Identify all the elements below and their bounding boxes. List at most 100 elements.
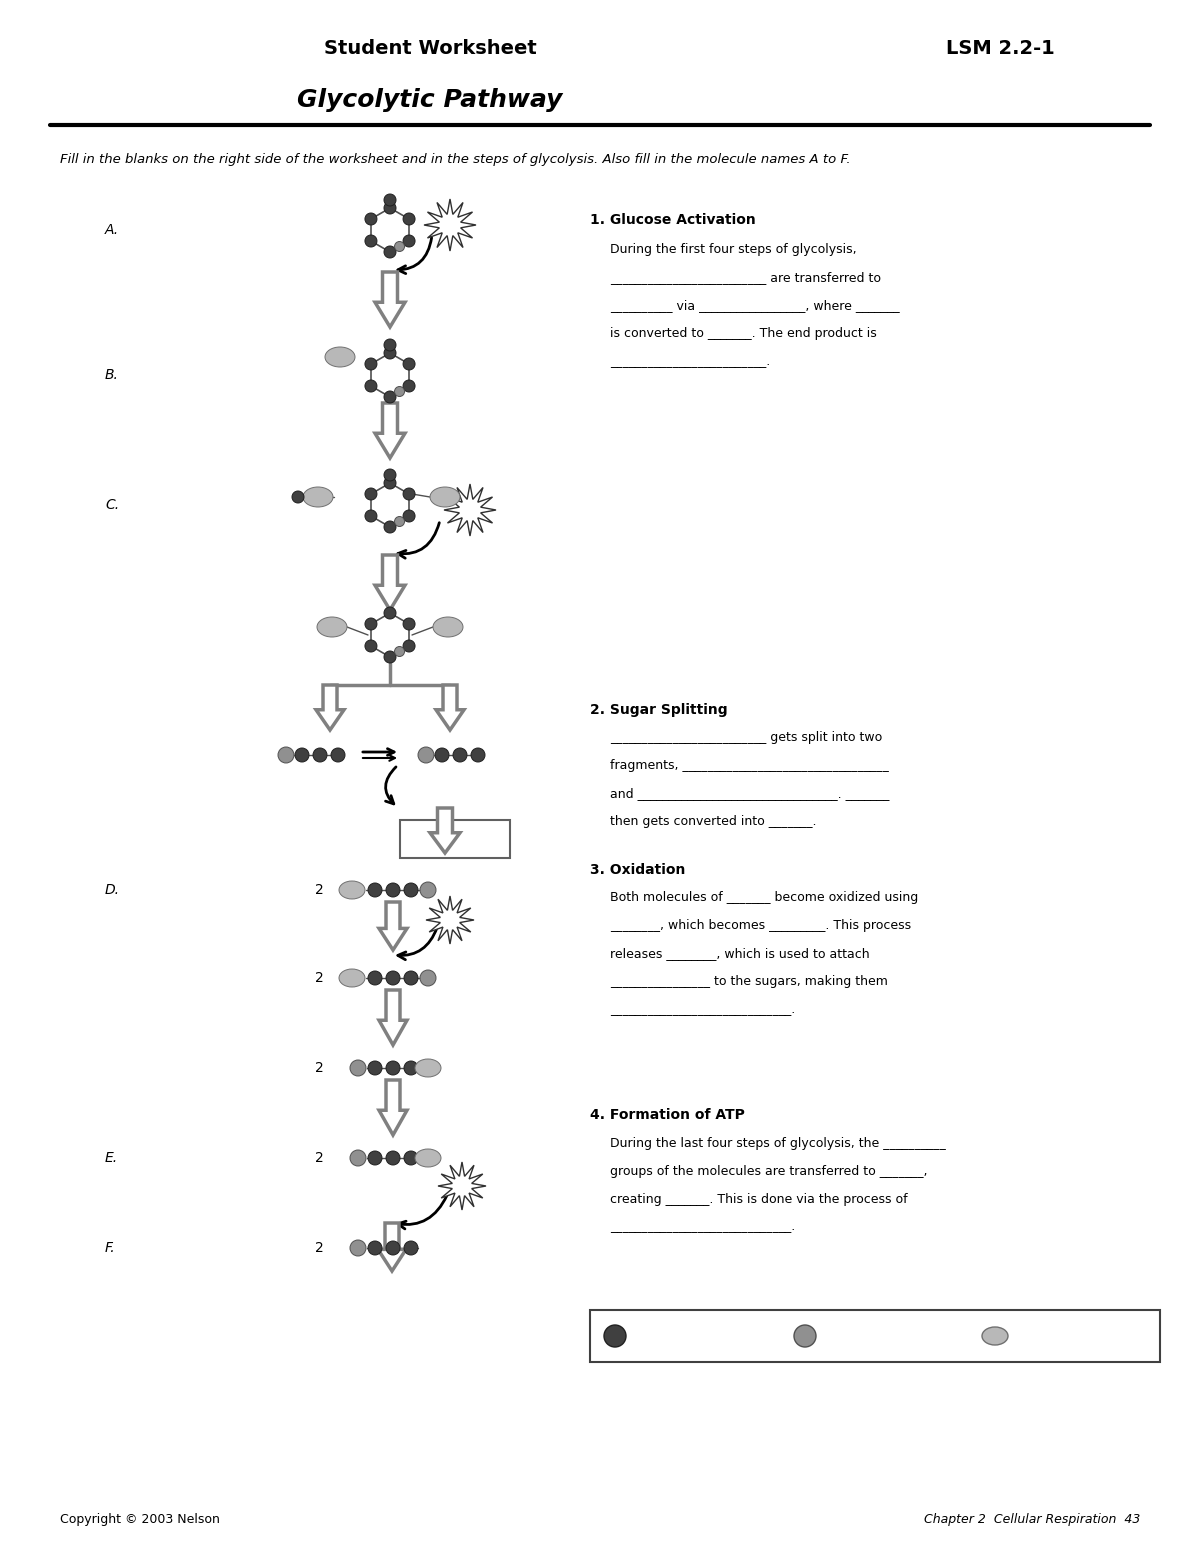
Ellipse shape: [302, 488, 334, 506]
Text: During the first four steps of glycolysis,: During the first four steps of glycolysi…: [610, 244, 857, 256]
Circle shape: [395, 387, 404, 396]
Text: and ________________________________. _______: and ________________________________. __…: [610, 787, 889, 800]
Ellipse shape: [430, 488, 460, 506]
Circle shape: [384, 391, 396, 402]
Ellipse shape: [415, 1149, 442, 1166]
Text: During the last four steps of glycolysis, the __________: During the last four steps of glycolysis…: [610, 1137, 946, 1149]
Text: Glycolytic Pathway: Glycolytic Pathway: [298, 89, 563, 112]
Text: is converted to _______. The end product is: is converted to _______. The end product…: [610, 328, 877, 340]
Text: carbon: carbon: [634, 1329, 679, 1342]
Text: oxygen: oxygen: [823, 1329, 871, 1342]
Text: __________ via _________________, where _______: __________ via _________________, where …: [610, 300, 900, 312]
Text: ________, which becomes _________. This process: ________, which becomes _________. This …: [610, 919, 911, 932]
Polygon shape: [426, 896, 474, 944]
Polygon shape: [436, 685, 464, 730]
Ellipse shape: [982, 1326, 1008, 1345]
Circle shape: [470, 749, 485, 763]
Circle shape: [386, 884, 400, 898]
Circle shape: [313, 749, 326, 763]
Circle shape: [350, 1239, 366, 1256]
Text: C.: C.: [106, 499, 119, 512]
Text: 2: 2: [314, 971, 324, 985]
Circle shape: [403, 509, 415, 522]
Circle shape: [386, 1061, 400, 1075]
Ellipse shape: [317, 617, 347, 637]
Text: _____________________________.: _____________________________.: [610, 1003, 796, 1017]
Text: 4. Formation of ATP: 4. Formation of ATP: [590, 1107, 745, 1121]
Bar: [400, 820, 510, 857]
Polygon shape: [438, 1162, 486, 1210]
Ellipse shape: [340, 969, 365, 988]
Polygon shape: [424, 199, 476, 252]
Text: 2: 2: [314, 884, 324, 898]
Circle shape: [384, 607, 396, 620]
Circle shape: [395, 646, 404, 657]
Circle shape: [292, 491, 304, 503]
Circle shape: [403, 359, 415, 370]
Circle shape: [365, 618, 377, 631]
Circle shape: [384, 346, 396, 359]
Circle shape: [384, 651, 396, 663]
Polygon shape: [379, 989, 407, 1045]
Polygon shape: [379, 1079, 407, 1135]
Ellipse shape: [433, 617, 463, 637]
Text: groups of the molecules are transferred to _______,: groups of the molecules are transferred …: [610, 1165, 928, 1177]
Polygon shape: [378, 1224, 406, 1270]
Circle shape: [404, 971, 418, 985]
Text: Both molecules of _______ become oxidized using: Both molecules of _______ become oxidize…: [610, 891, 918, 904]
Ellipse shape: [340, 881, 365, 899]
Circle shape: [420, 882, 436, 898]
Circle shape: [604, 1325, 626, 1346]
Text: then gets converted into _______.: then gets converted into _______.: [610, 815, 816, 828]
Circle shape: [403, 618, 415, 631]
Text: 3. Oxidation: 3. Oxidation: [590, 863, 685, 877]
Circle shape: [403, 640, 415, 652]
Text: D.: D.: [106, 884, 120, 898]
Circle shape: [365, 640, 377, 652]
Circle shape: [384, 477, 396, 489]
Circle shape: [384, 202, 396, 214]
Circle shape: [331, 749, 346, 763]
Circle shape: [386, 1241, 400, 1255]
Text: Copyright © 2003 Nelson: Copyright © 2003 Nelson: [60, 1514, 220, 1527]
Text: _________________________ gets split into two: _________________________ gets split int…: [610, 731, 882, 744]
Circle shape: [368, 1241, 382, 1255]
Circle shape: [418, 747, 434, 763]
Text: _________________________ are transferred to: _________________________ are transferre…: [610, 272, 881, 284]
Circle shape: [403, 235, 415, 247]
Text: ________________ to the sugars, making them: ________________ to the sugars, making t…: [610, 975, 888, 989]
Circle shape: [403, 380, 415, 391]
Circle shape: [368, 884, 382, 898]
Text: Student Worksheet: Student Worksheet: [324, 39, 536, 57]
Circle shape: [278, 747, 294, 763]
Circle shape: [403, 213, 415, 225]
Text: 2: 2: [314, 1241, 324, 1255]
Text: Chapter 2  Cellular Respiration  43: Chapter 2 Cellular Respiration 43: [924, 1514, 1140, 1527]
Circle shape: [384, 245, 396, 258]
Text: _____________________________.: _____________________________.: [610, 1221, 796, 1233]
Circle shape: [365, 509, 377, 522]
Polygon shape: [379, 902, 407, 950]
Ellipse shape: [325, 346, 355, 367]
Text: releases ________, which is used to attach: releases ________, which is used to atta…: [610, 947, 870, 960]
Polygon shape: [444, 485, 496, 536]
Text: 2: 2: [314, 1061, 324, 1075]
Circle shape: [420, 971, 436, 986]
Text: 1. Glucose Activation: 1. Glucose Activation: [590, 213, 756, 227]
Polygon shape: [374, 554, 406, 610]
Text: 2. Sugar Splitting: 2. Sugar Splitting: [590, 704, 727, 717]
Text: 2: 2: [314, 1151, 324, 1165]
Circle shape: [403, 488, 415, 500]
Text: phosphate: phosphate: [1013, 1329, 1084, 1342]
Circle shape: [350, 1151, 366, 1166]
Text: F.: F.: [106, 1241, 115, 1255]
Polygon shape: [374, 402, 406, 458]
Circle shape: [384, 469, 396, 481]
Circle shape: [454, 749, 467, 763]
Circle shape: [365, 359, 377, 370]
Circle shape: [368, 1061, 382, 1075]
Circle shape: [365, 488, 377, 500]
Text: fragments, _________________________________: fragments, _____________________________…: [610, 759, 889, 772]
Text: E.: E.: [106, 1151, 118, 1165]
Circle shape: [368, 1151, 382, 1165]
